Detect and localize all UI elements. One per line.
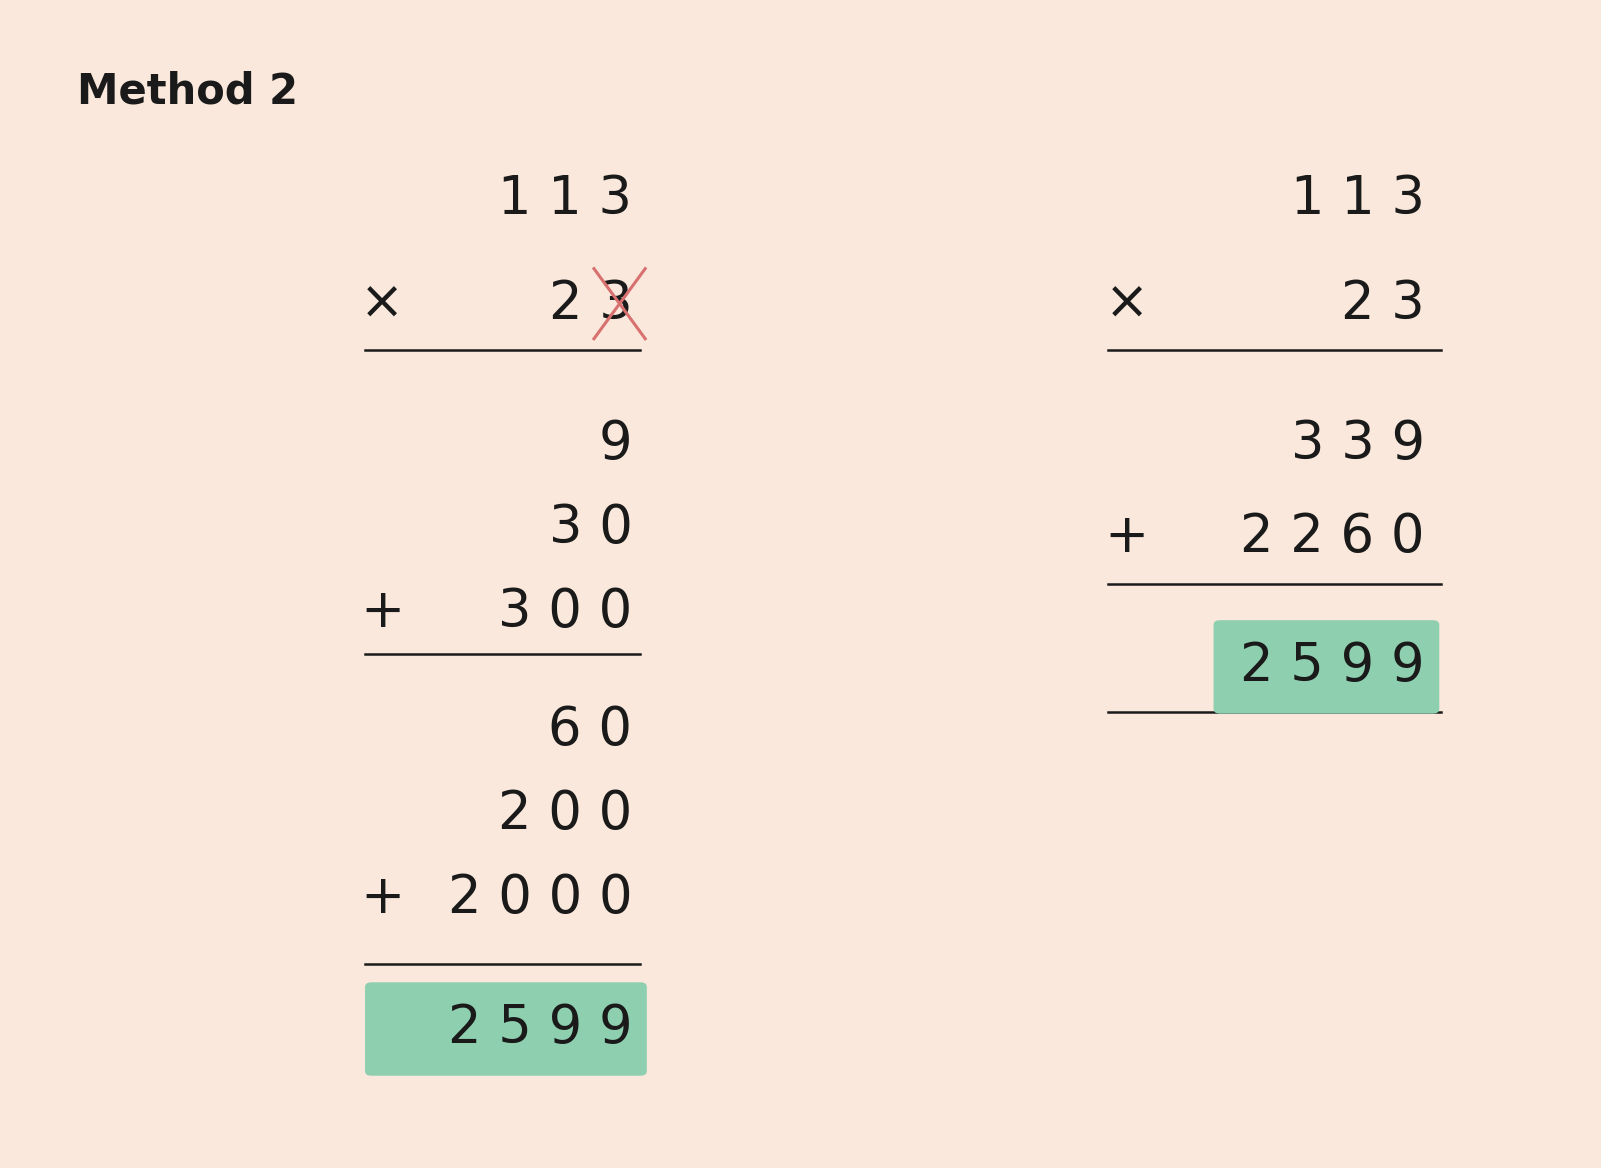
Text: Method 2: Method 2 xyxy=(77,70,298,112)
Text: 2 5 9 9: 2 5 9 9 xyxy=(448,1002,632,1054)
Text: ×: × xyxy=(1105,278,1150,329)
Text: +: + xyxy=(360,586,405,638)
Text: 2 0 0: 2 0 0 xyxy=(498,788,632,840)
Text: 2 2 6 0: 2 2 6 0 xyxy=(1241,512,1425,563)
Text: 3 0 0: 3 0 0 xyxy=(498,586,632,638)
Text: 2 0 0 0: 2 0 0 0 xyxy=(448,872,632,924)
Text: 2 3: 2 3 xyxy=(549,278,632,329)
Text: 2 5 9 9: 2 5 9 9 xyxy=(1241,640,1425,691)
Text: +: + xyxy=(1105,512,1150,563)
Text: 6 0: 6 0 xyxy=(549,704,632,756)
Text: 9: 9 xyxy=(599,418,632,470)
Text: 1 1 3: 1 1 3 xyxy=(498,173,632,224)
Text: 2 3: 2 3 xyxy=(1342,278,1425,329)
Text: ×: × xyxy=(360,278,405,329)
Text: 3 3 9: 3 3 9 xyxy=(1290,418,1425,470)
Text: 1 1 3: 1 1 3 xyxy=(1290,173,1425,224)
Text: +: + xyxy=(360,872,405,924)
Text: 3 0: 3 0 xyxy=(549,502,632,554)
FancyBboxPatch shape xyxy=(365,982,647,1076)
FancyBboxPatch shape xyxy=(1214,620,1439,714)
